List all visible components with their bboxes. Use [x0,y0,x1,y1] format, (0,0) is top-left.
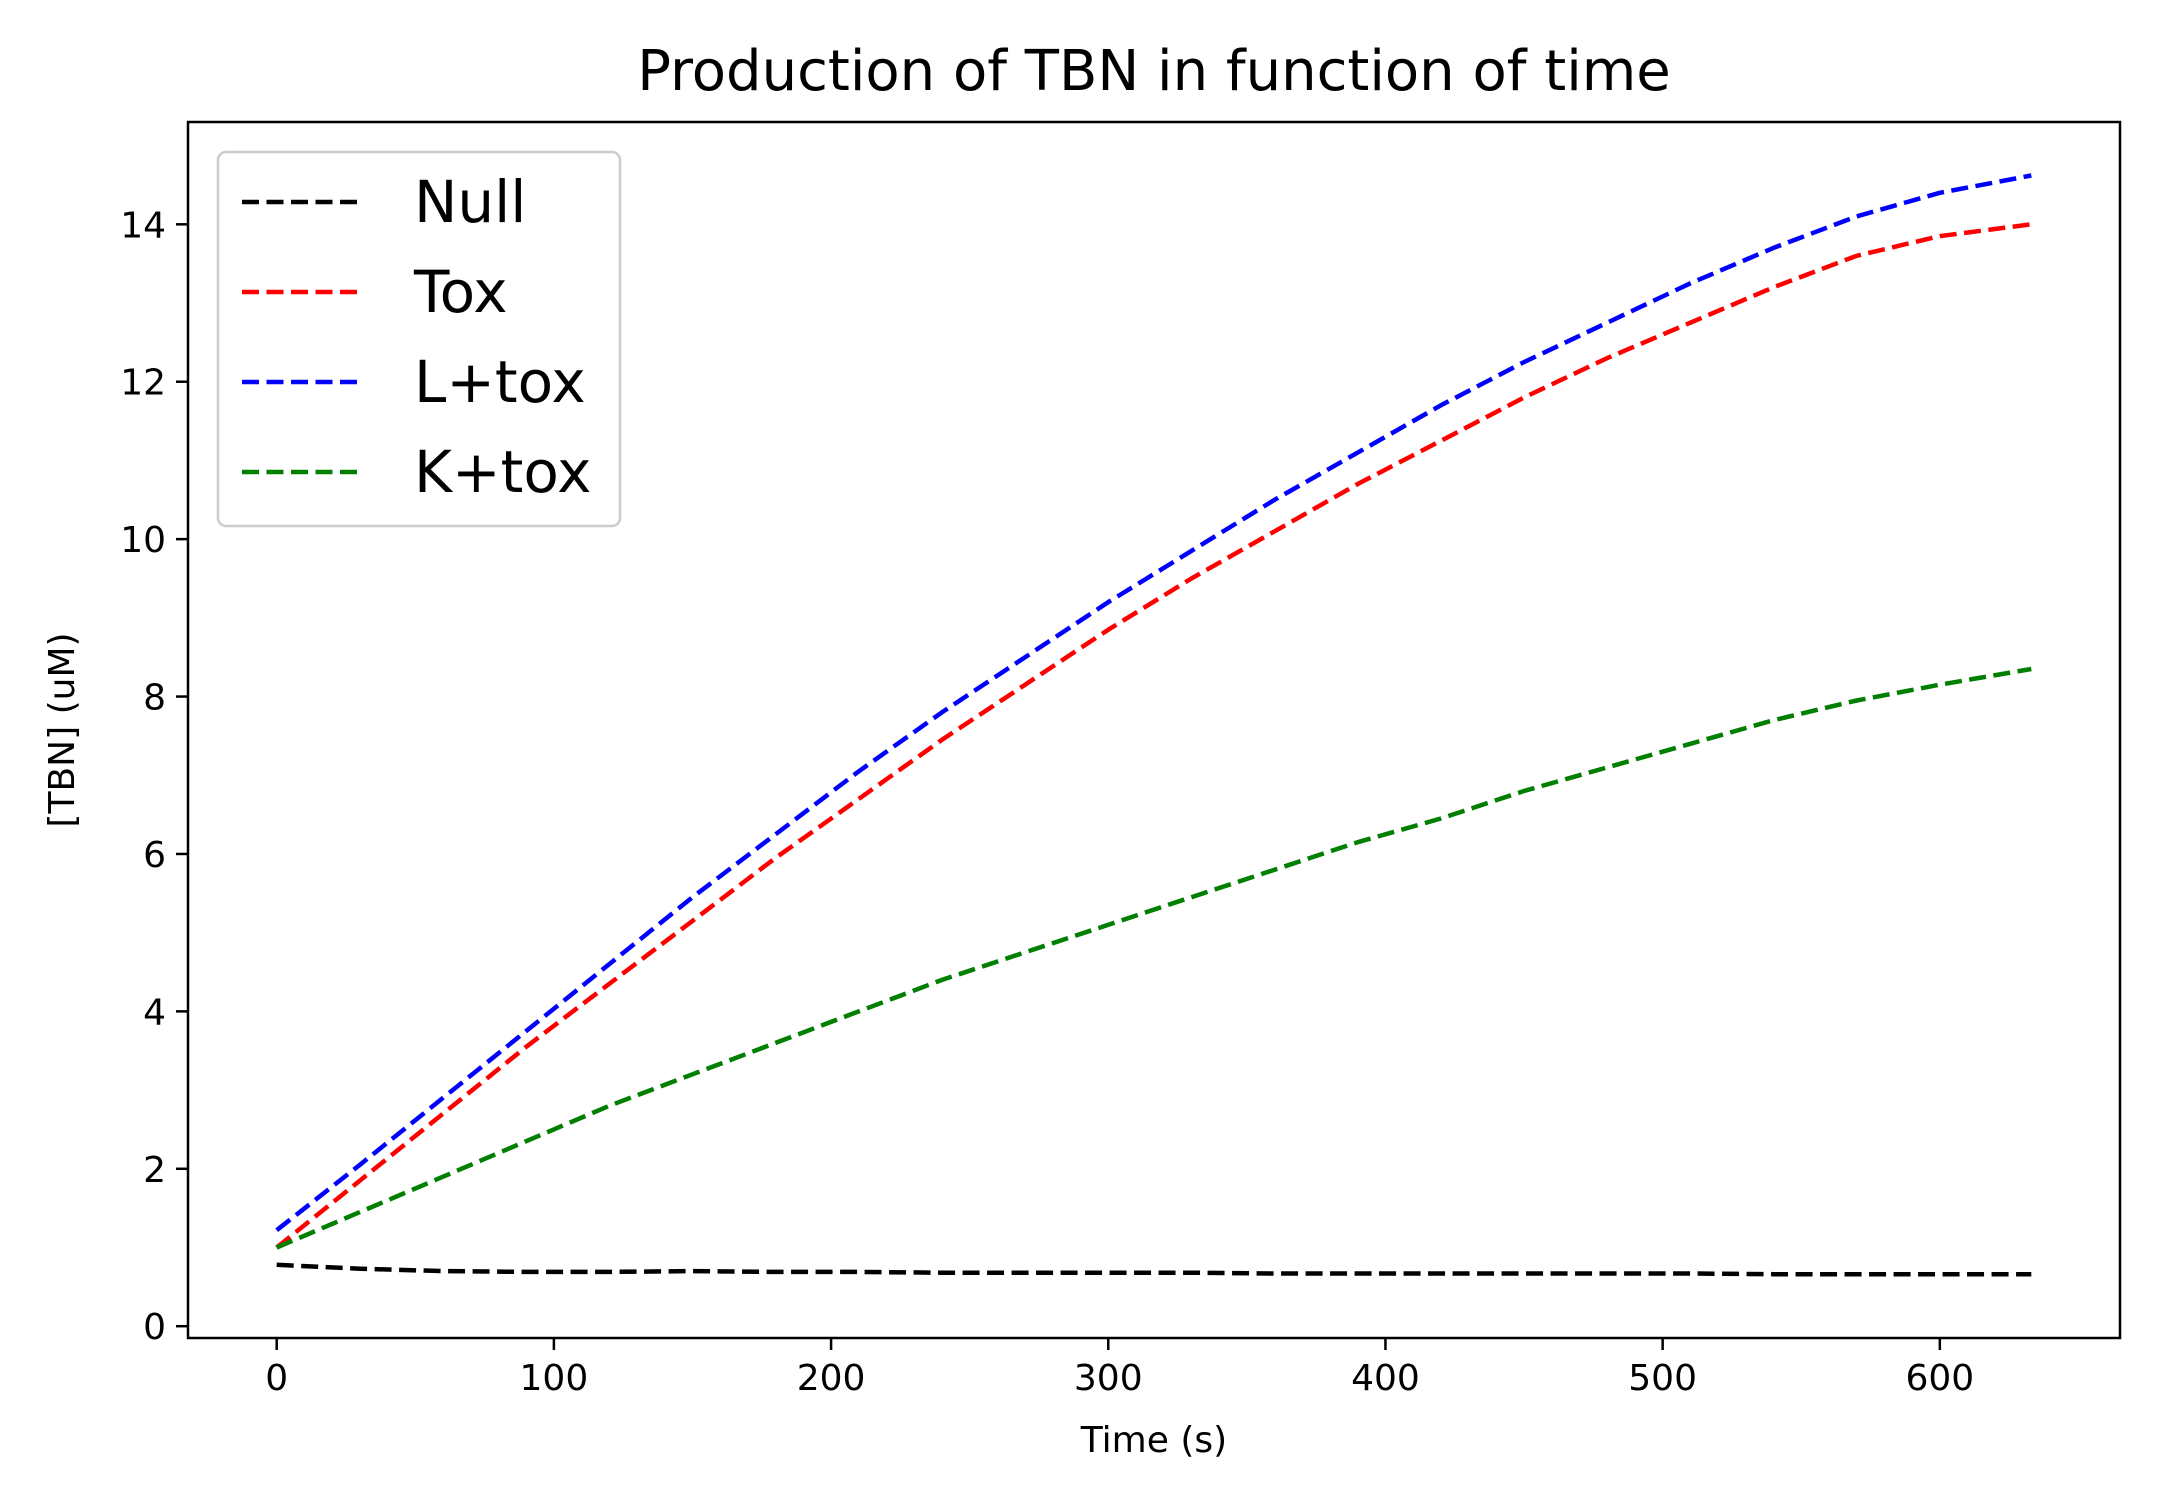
legend-label: K+tox [414,438,591,506]
chart-title: Production of TBN in function of time [637,39,1671,104]
y-axis-label: [TBN] (uM) [42,632,83,827]
y-tick-label: 10 [120,520,166,561]
legend: Null Tox L+tox K+tox [216,150,622,528]
series-line-k-tox [275,666,2032,1250]
axis-ticks: 0 100 200 300 400 500 600 0 2 4 6 8 10 12 14 [120,205,1974,1399]
y-tick-label: 12 [120,363,166,404]
series-line-l-tox [275,173,2032,1232]
y-tick-label: 2 [143,1150,166,1191]
x-tick-label: 100 [520,1358,589,1399]
plot-frame [186,120,2122,1340]
x-tick-label: 300 [1074,1358,1143,1399]
x-tick-label: 0 [265,1358,288,1399]
y-tick-label: 6 [143,835,166,876]
series-line-tox [275,222,2032,1250]
x-tick-label: 200 [797,1358,866,1399]
x-tick-label: 500 [1628,1358,1697,1399]
x-tick-label: 600 [1905,1358,1974,1399]
x-axis-label: Time (s) [1080,1420,1227,1461]
y-tick-label: 0 [143,1307,166,1348]
series-line-null [276,1262,2032,1277]
y-tick-label: 14 [120,205,166,246]
legend-box [216,150,622,528]
x-tick-label: 400 [1351,1358,1420,1399]
y-tick-label: 8 [143,678,166,719]
legend-label: Tox [413,258,508,326]
legend-label: Null [414,168,526,236]
y-tick-label: 4 [143,992,166,1033]
series-lines [275,173,2032,1277]
legend-label: L+tox [414,348,586,416]
